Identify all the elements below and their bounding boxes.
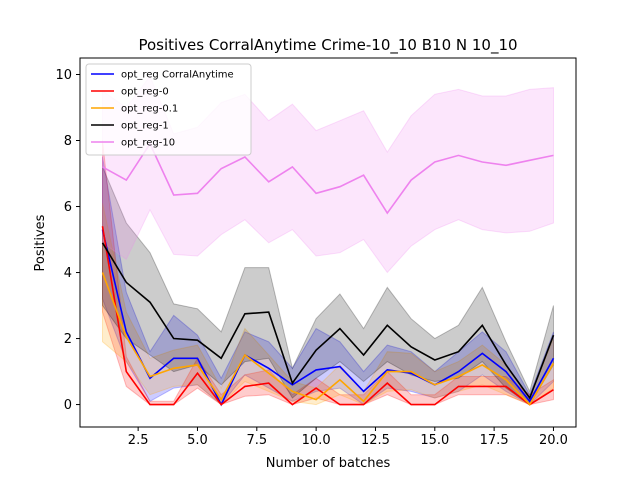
y-tick-label: 0 bbox=[64, 398, 72, 413]
series-line-opt-reg-0 bbox=[101, 226, 554, 406]
plot-frame bbox=[79, 57, 577, 428]
x-tick-label: 5.0 bbox=[187, 433, 208, 448]
y-tick-label: 4 bbox=[64, 266, 72, 281]
y-tick-label: 10 bbox=[55, 68, 72, 83]
series-line-opt-reg-0-1 bbox=[101, 272, 555, 406]
y-tick-label: 8 bbox=[64, 134, 72, 149]
legend-label: opt_reg-0.1 bbox=[121, 104, 178, 115]
y-tick-label: 6 bbox=[64, 200, 72, 215]
x-tick-label: 7.5 bbox=[246, 433, 267, 448]
series-line-opt-reg-10 bbox=[102, 142, 554, 215]
series-lines bbox=[101, 142, 555, 407]
x-axis-ticks: 2.5 5.0 7.5 10.0 12.5 15.0 17.5 20.0 bbox=[128, 427, 568, 448]
y-axis-label: Positives bbox=[33, 214, 48, 271]
x-tick-label: 15.0 bbox=[420, 433, 449, 448]
x-tick-label: 10.0 bbox=[302, 433, 331, 448]
series-line-opt-reg-corralanytime bbox=[101, 229, 555, 407]
legend-label: opt_reg CorralAnytime bbox=[121, 70, 234, 81]
y-axis-ticks: 0 2 4 6 8 10 bbox=[55, 68, 80, 413]
band-opt-reg-0 bbox=[102, 140, 554, 406]
x-tick-label: 12.5 bbox=[361, 433, 390, 448]
x-tick-label: 2.5 bbox=[128, 433, 149, 448]
legend-label: opt_reg-10 bbox=[121, 138, 175, 149]
band-opt-reg-corralanytime bbox=[102, 156, 554, 406]
legend: opt_reg CorralAnytime opt_reg-0 opt_reg-0.… bbox=[85, 63, 252, 156]
band-opt-reg-0-1 bbox=[102, 203, 554, 406]
legend-box bbox=[85, 63, 252, 156]
series-line-opt-reg-1 bbox=[101, 242, 555, 400]
chart-title: Positives CorralAnytime Crime-10_10 B10 … bbox=[138, 36, 517, 55]
y-tick-label: 2 bbox=[64, 332, 72, 347]
legend-label: opt_reg-1 bbox=[121, 121, 169, 132]
x-tick-label: 20.0 bbox=[539, 433, 568, 448]
x-tick-label: 17.5 bbox=[480, 433, 509, 448]
x-axis-label: Number of batches bbox=[266, 456, 391, 471]
legend-label: opt_reg-0 bbox=[121, 87, 169, 98]
